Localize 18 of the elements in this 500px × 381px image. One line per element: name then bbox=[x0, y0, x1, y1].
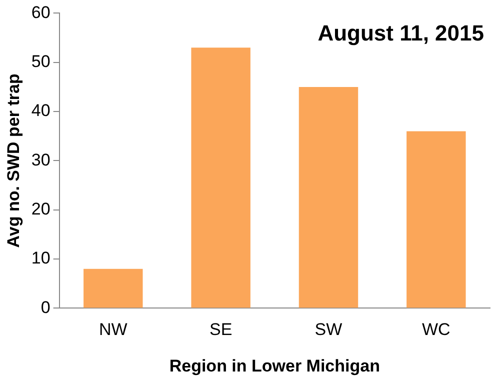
x-tick-label: WC bbox=[422, 320, 450, 340]
y-tick-label: 30 bbox=[31, 150, 50, 170]
x-tick-label: SE bbox=[209, 320, 232, 340]
bar bbox=[84, 268, 143, 308]
y-tick-label: 50 bbox=[31, 52, 50, 72]
bar bbox=[406, 131, 466, 308]
bar bbox=[298, 86, 358, 308]
y-tick-label: 40 bbox=[31, 101, 50, 120]
y-axis-title: Avg no. SWD per trap bbox=[4, 74, 23, 248]
bar bbox=[191, 48, 250, 308]
chart-title: August 11, 2015 bbox=[318, 20, 484, 46]
y-tick-label: 0 bbox=[40, 298, 50, 317]
y-tick-label: 60 bbox=[31, 2, 50, 22]
x-tick-label: SW bbox=[314, 320, 342, 340]
y-tick-label: 20 bbox=[31, 200, 50, 219]
y-tick-label: 10 bbox=[31, 248, 50, 268]
x-tick-label: NW bbox=[98, 320, 128, 340]
x-axis-title: Region in Lower Michigan bbox=[169, 356, 380, 376]
